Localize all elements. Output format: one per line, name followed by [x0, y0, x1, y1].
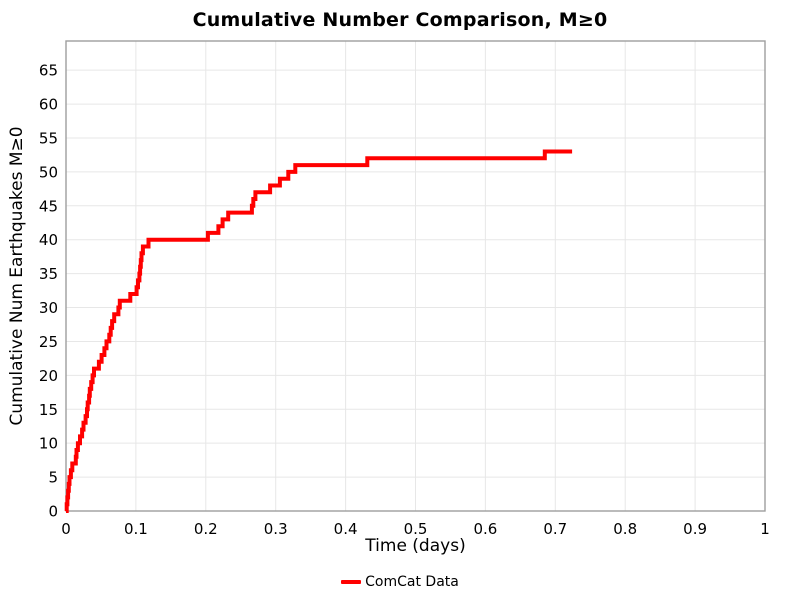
y-tick-label: 45 [39, 197, 58, 215]
data-series-path [64, 149, 573, 513]
y-tick-label: 50 [39, 163, 58, 181]
x-tick-label: 0.8 [613, 520, 637, 538]
y-tick-label: 30 [39, 299, 58, 317]
x-tick-label: 0.5 [404, 520, 428, 538]
legend: ComCat Data [0, 574, 800, 590]
x-tick-label: 0.7 [543, 520, 567, 538]
y-tick-label: 65 [39, 62, 58, 80]
y-tick-label: 40 [39, 231, 58, 249]
y-tick-label: 35 [39, 265, 58, 283]
legend-line-swatch [341, 580, 362, 584]
x-tick-label: 0.4 [334, 520, 358, 538]
chart-title: Cumulative Number Comparison, M≥0 [192, 9, 608, 31]
y-tick-label: 0 [48, 503, 58, 521]
x-tick-label: 0.1 [124, 520, 148, 538]
x-tick-label: 0.9 [683, 520, 707, 538]
y-tick-label: 15 [39, 401, 58, 419]
legend-label: ComCat Data [365, 574, 459, 590]
y-axis-title: Cumulative Num Earthquakes M≥0 [7, 126, 27, 426]
x-tick-label: 1 [760, 520, 770, 538]
x-tick-label: 0.6 [473, 520, 497, 538]
y-tick-label: 60 [39, 96, 58, 114]
plot-border [65, 40, 766, 512]
x-tick-label: 0.2 [194, 520, 218, 538]
x-tick-label: 0 [61, 520, 71, 538]
y-tick-label: 10 [39, 435, 58, 453]
y-tick-label: 5 [48, 469, 58, 487]
y-tick-label: 55 [39, 129, 58, 147]
x-tick-label: 0.3 [264, 520, 288, 538]
y-tick-label: 20 [39, 367, 58, 385]
x-axis-title: Time (days) [365, 536, 466, 556]
y-tick-label: 25 [39, 333, 58, 351]
